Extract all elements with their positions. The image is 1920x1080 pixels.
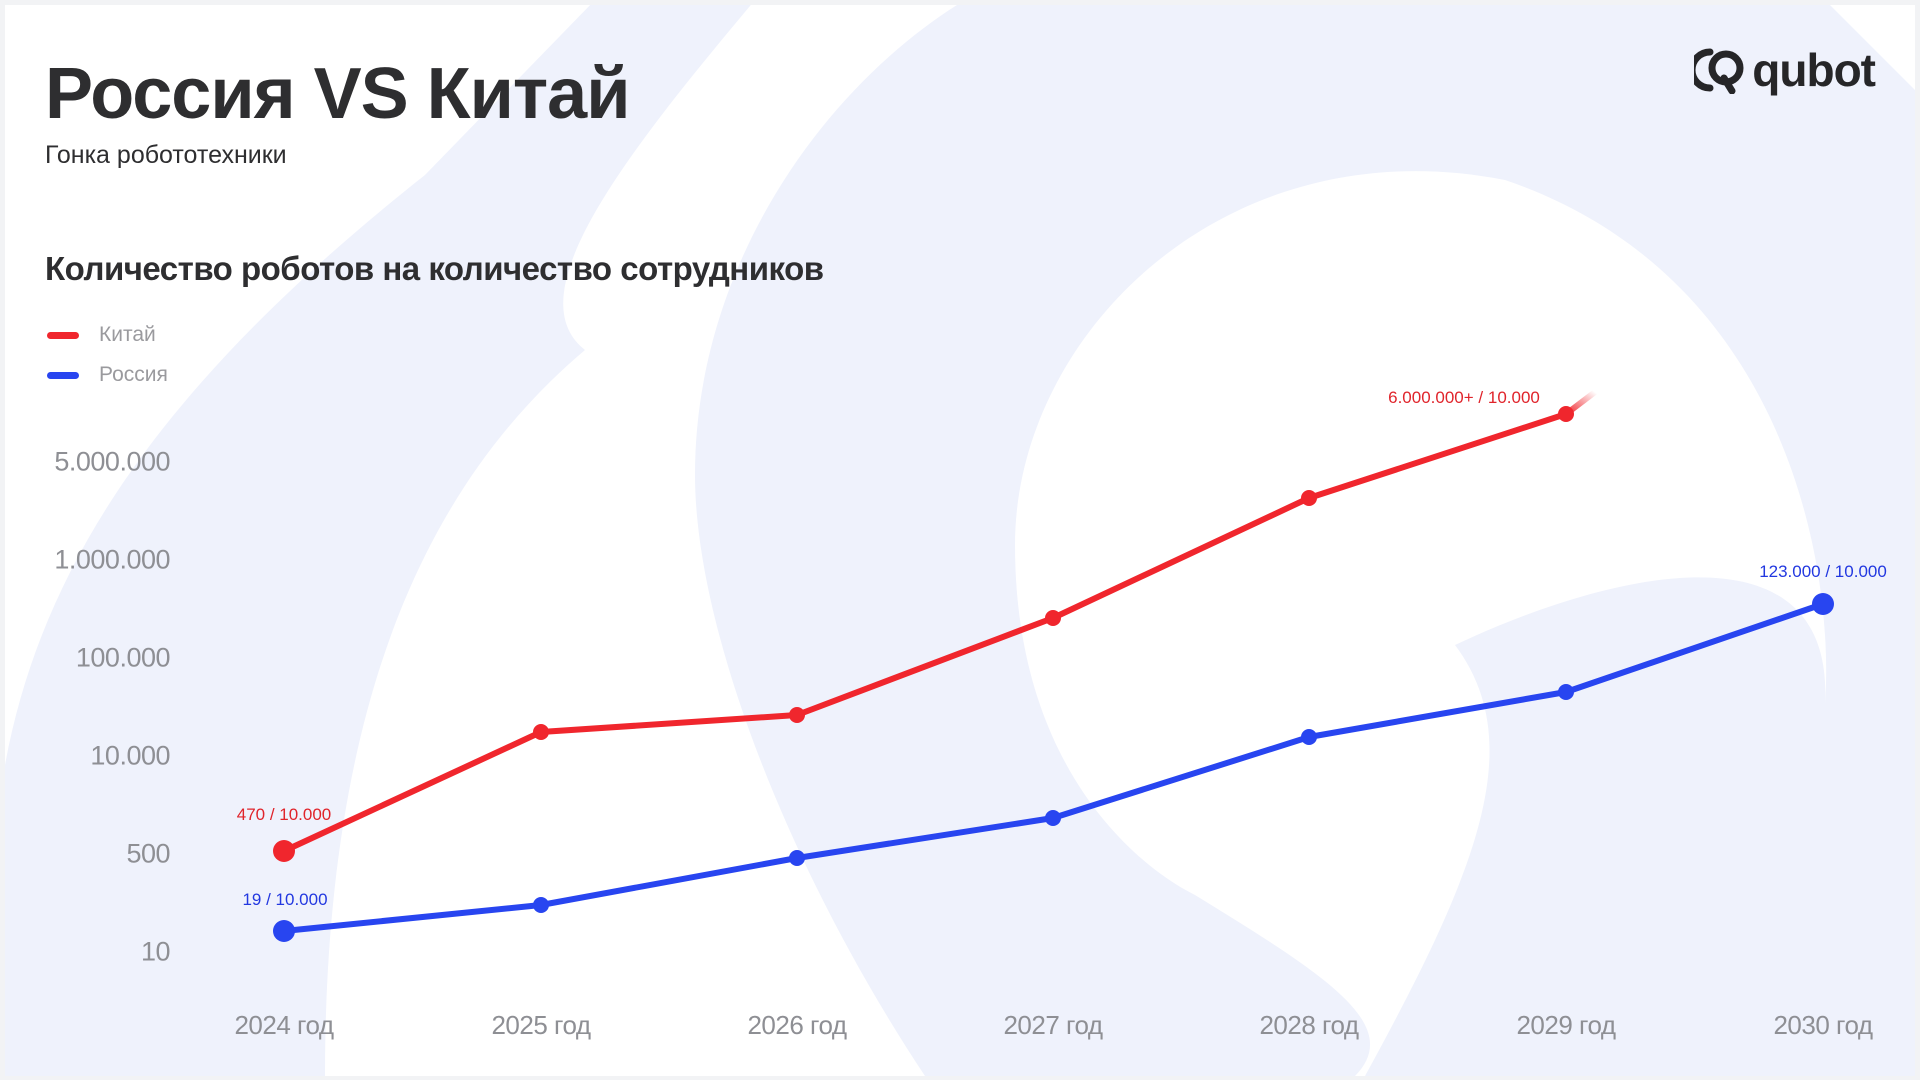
y-tick: 1.000.000 — [54, 544, 170, 575]
annotation-russia-2024: 19 / 10.000 — [242, 890, 328, 909]
x-tick: 2028 год — [1259, 1010, 1359, 1040]
legend-item-china: Китай — [47, 315, 168, 355]
x-tick: 2025 год — [491, 1010, 591, 1040]
x-tick: 2030 год — [1773, 1010, 1873, 1040]
data-point — [1301, 490, 1317, 506]
annotation-russia-2030: 123.000 / 10.000 — [1759, 562, 1887, 581]
data-point — [533, 897, 549, 913]
data-point — [1558, 406, 1574, 422]
data-point — [273, 920, 295, 942]
qubot-logo-icon — [1694, 48, 1744, 94]
background-arc-left — [5, 5, 751, 1076]
series-russia — [273, 593, 1834, 942]
plot-area — [273, 389, 1834, 942]
background-shapes — [5, 5, 1915, 1076]
data-point — [533, 724, 549, 740]
y-tick: 10.000 — [90, 740, 170, 771]
brand-name: qubot — [1752, 44, 1876, 96]
data-point — [789, 707, 805, 723]
series-china — [273, 389, 1598, 862]
data-point — [1301, 729, 1317, 745]
background-corner — [1830, 5, 1915, 90]
data-point — [1045, 810, 1061, 826]
page-title: Россия VS Китай — [45, 54, 630, 134]
annotation-china-2029: 6.000.000+ / 10.000 — [1388, 388, 1540, 407]
chart-title: Количество роботов на количество сотрудн… — [45, 250, 824, 287]
data-point — [1045, 610, 1061, 626]
y-tick: 100.000 — [75, 642, 171, 673]
data-point — [1812, 593, 1834, 615]
background-ring-right — [695, 5, 1915, 1076]
data-point — [273, 840, 295, 862]
x-tick: 2027 год — [1003, 1010, 1103, 1040]
y-tick: 500 — [126, 838, 170, 869]
x-tick: 2026 год — [747, 1010, 847, 1040]
legend-swatch-china — [47, 331, 79, 339]
legend-item-russia: Россия — [47, 355, 168, 395]
annotation-china-2024: 470 / 10.000 — [236, 805, 332, 824]
data-point — [1558, 684, 1574, 700]
y-tick: 5.000.000 — [54, 446, 170, 477]
y-tick: 10 — [140, 936, 171, 967]
slide: Россия VS Китай Гонка робототехники qubo… — [5, 5, 1915, 1076]
x-tick: 2029 год — [1516, 1010, 1616, 1040]
brand-logo: qubot — [1694, 43, 1876, 97]
page-subtitle: Гонка робототехники — [45, 141, 287, 169]
chart-legend: Китай Россия — [47, 315, 168, 395]
legend-swatch-russia — [47, 371, 79, 379]
data-point — [789, 850, 805, 866]
legend-label-china: Китай — [99, 323, 156, 346]
x-tick: 2024 год — [234, 1010, 334, 1040]
legend-label-russia: Россия — [99, 363, 168, 386]
